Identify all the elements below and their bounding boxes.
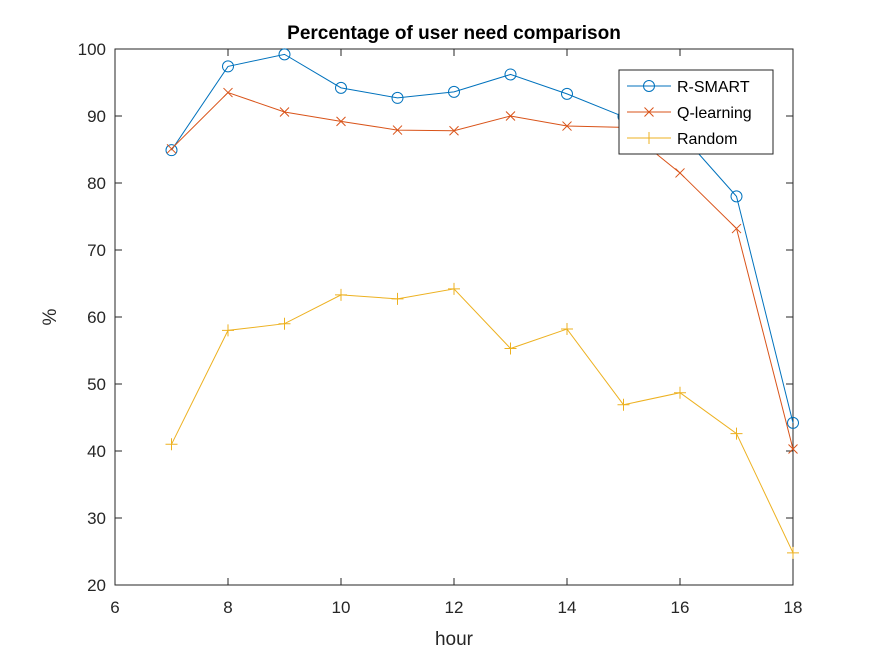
data-point (730, 427, 743, 440)
y-tick-label: 20 (87, 576, 106, 595)
data-point (223, 87, 233, 98)
data-point (336, 116, 346, 127)
data-point (562, 121, 572, 131)
data-point (278, 317, 291, 330)
x-tick-label: 8 (223, 598, 232, 617)
data-point (448, 85, 460, 98)
series-2 (165, 282, 799, 559)
x-tick-label: 12 (445, 598, 464, 617)
legend-swatch-marker (644, 107, 654, 117)
chart-title: Percentage of user need comparison (287, 23, 621, 44)
y-tick-label: 90 (87, 107, 106, 126)
data-point (617, 398, 630, 411)
data-point (674, 386, 686, 399)
data-point (165, 438, 178, 451)
axis-ticks: 6 8 10 12 14 16 18 20 30 40 50 60 70 80 90 100 (78, 40, 803, 617)
data-point (448, 282, 460, 295)
data-point (166, 143, 177, 154)
y-tick-label: 100 (78, 40, 106, 59)
data-point (788, 444, 798, 454)
data-point (730, 190, 743, 203)
x-tick-label: 16 (671, 598, 690, 617)
x-axis-label: hour (435, 629, 474, 650)
data-point (505, 111, 516, 121)
x-tick-label: 10 (332, 598, 351, 617)
data-point (165, 144, 178, 157)
data-point (335, 81, 347, 94)
series-line (171, 91, 794, 450)
legend-swatch-marker (643, 132, 655, 144)
legend-swatch-marker (643, 80, 655, 92)
y-axis-label: % (40, 308, 61, 325)
data-point (391, 292, 404, 305)
data-point (278, 48, 291, 61)
x-tick-label: 14 (558, 598, 577, 617)
data-point (392, 125, 403, 135)
legend: R-SMART Q-learning Random (618, 69, 774, 155)
legend-label: Random (677, 131, 737, 148)
x-tick-label: 6 (110, 598, 119, 617)
y-tick-label: 40 (87, 442, 106, 461)
data-point (561, 323, 573, 336)
y-tick-label: 70 (87, 241, 106, 260)
data-point (561, 87, 573, 100)
legend-label: Q-learning (677, 105, 752, 122)
data-point (222, 60, 234, 73)
data-point (731, 223, 742, 234)
data-point (449, 125, 459, 136)
y-tick-label: 30 (87, 509, 106, 528)
data-point (335, 288, 347, 301)
y-tick-label: 50 (87, 375, 106, 394)
x-tick-label: 18 (784, 598, 803, 617)
y-tick-label: 60 (87, 308, 106, 327)
data-point (504, 342, 517, 355)
data-point (675, 168, 685, 178)
data-point (222, 324, 234, 337)
y-tick-label: 80 (87, 174, 106, 193)
data-point (279, 107, 290, 117)
data-point (787, 546, 799, 559)
data-point (787, 416, 799, 429)
data-point (391, 91, 404, 104)
legend-label: R-SMART (677, 79, 750, 96)
series-line (171, 288, 794, 554)
data-point (504, 68, 517, 81)
